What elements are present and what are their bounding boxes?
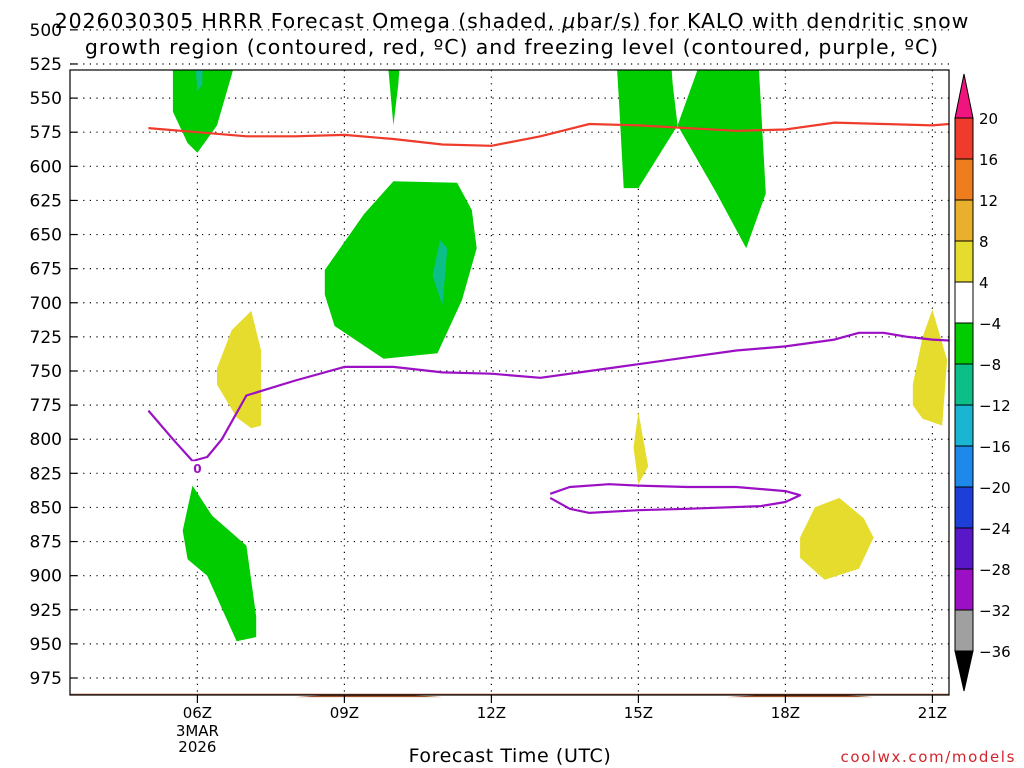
y-axis: 500 525 550 575 600 625 650 675 700 725 750 775 800 8… (30, 21, 77, 689)
colorbar-segment (954, 363, 974, 406)
colorbar-tick-label: −12 (979, 397, 1011, 415)
y-tick-label: 800 (30, 430, 62, 450)
y-tick-label: 600 (30, 157, 62, 177)
chart-title-line-2: growth region (contoured, red, ºC) and f… (84, 35, 940, 59)
colorbar-tick-label: −8 (979, 356, 1001, 374)
x-axis-label: Forecast Time (UTC) (408, 745, 612, 767)
contour-line (147, 331, 949, 463)
x-tick-label: 18Z (771, 704, 800, 722)
omega-shading (172, 16, 948, 642)
shaded-region (912, 309, 948, 426)
x-date-label: 2026 (178, 738, 216, 756)
colorbar: 20 16 12 8 4 −4 −8 −12 −16 −20 −24 −28 −32 −36 (954, 73, 1011, 692)
colorbar-segment (954, 527, 974, 570)
terrain-strip (70, 693, 949, 695)
y-tick-label: 850 (30, 498, 62, 518)
chart-title-line-1: 2026030305 HRRR Forecast Omega (shaded, … (54, 9, 970, 33)
y-tick-label: 525 (30, 55, 62, 75)
contour-line (549, 483, 802, 514)
y-tick-label: 775 (30, 396, 62, 416)
contour-label-bg (584, 38, 604, 52)
colorbar-segment (954, 322, 974, 365)
colorbar-segment (954, 240, 974, 283)
y-tick-label: 675 (30, 260, 62, 280)
x-tick-label: 21Z (918, 704, 947, 722)
contours: -18 0 (147, 37, 1024, 514)
y-tick-label: 900 (30, 567, 62, 587)
x-tick-label: 15Z (624, 704, 653, 722)
shaded-region (324, 181, 477, 359)
plot-frame (69, 69, 950, 696)
colorbar-bottom-arrow (954, 650, 974, 692)
site-credit: coolwx.com/models (840, 748, 1016, 766)
shaded-region (800, 497, 874, 580)
x-tick-label: 09Z (330, 704, 359, 722)
y-tick-label: 700 (30, 294, 62, 314)
y-tick-label: 950 (30, 635, 62, 655)
y-tick-label: 725 (30, 328, 62, 348)
shaded-region (617, 70, 766, 249)
x-date-label: 3MAR (176, 722, 219, 740)
y-tick-label: 875 (30, 533, 62, 553)
colorbar-tick-label: −16 (979, 438, 1011, 456)
shaded-region (903, 16, 942, 37)
colorbar-tick-label: 12 (979, 192, 998, 210)
y-tick-label: 550 (30, 89, 62, 109)
shaded-region (388, 70, 400, 126)
x-tick-label: 12Z (477, 704, 506, 722)
shaded-region (217, 310, 262, 429)
shaded-region (633, 411, 649, 485)
y-tick-label: 650 (30, 226, 62, 246)
contour-label: -18 (583, 39, 605, 53)
colorbar-tick-label: 16 (979, 151, 998, 169)
colorbar-segment (954, 199, 974, 242)
colorbar-segment (954, 404, 974, 447)
colorbar-top-arrow (954, 73, 974, 119)
colorbar-segment (954, 609, 974, 652)
colorbar-tick-label: 8 (979, 233, 989, 251)
colorbar-segment (954, 568, 974, 611)
y-tick-label: 825 (30, 464, 62, 484)
shaded-region (195, 70, 203, 92)
contour-line (148, 121, 949, 147)
colorbar-tick-label: 4 (979, 274, 989, 292)
colorbar-tick-label: −28 (979, 561, 1011, 579)
colorbar-segment (954, 117, 974, 160)
colorbar-segment (954, 281, 974, 324)
y-tick-label: 575 (30, 123, 62, 143)
contour-line (148, 37, 1024, 63)
colorbar-tick-label: −36 (979, 643, 1011, 661)
colorbar-tick-label: −20 (979, 479, 1011, 497)
y-tick-label: 975 (30, 669, 62, 689)
colorbar-tick-label: −32 (979, 602, 1011, 620)
y-tick-label: 500 (30, 21, 62, 41)
x-tick-label: 06Z (183, 704, 212, 722)
y-tick-label: 625 (30, 191, 62, 211)
plot-area-background (70, 70, 949, 695)
colorbar-segment (954, 445, 974, 488)
y-tick-label: 750 (30, 362, 62, 382)
colorbar-tick-label: −24 (979, 520, 1011, 538)
colorbar-segment (954, 486, 974, 529)
shaded-region (182, 485, 257, 642)
contour-label-bg (187, 461, 208, 476)
colorbar-tick-label: 20 (979, 110, 998, 128)
shaded-region (432, 240, 448, 306)
colorbar-segment (954, 158, 974, 201)
colorbar-tick-label: −4 (979, 315, 1001, 333)
y-tick-label: 925 (30, 601, 62, 621)
contour-label: 0 (193, 462, 201, 476)
